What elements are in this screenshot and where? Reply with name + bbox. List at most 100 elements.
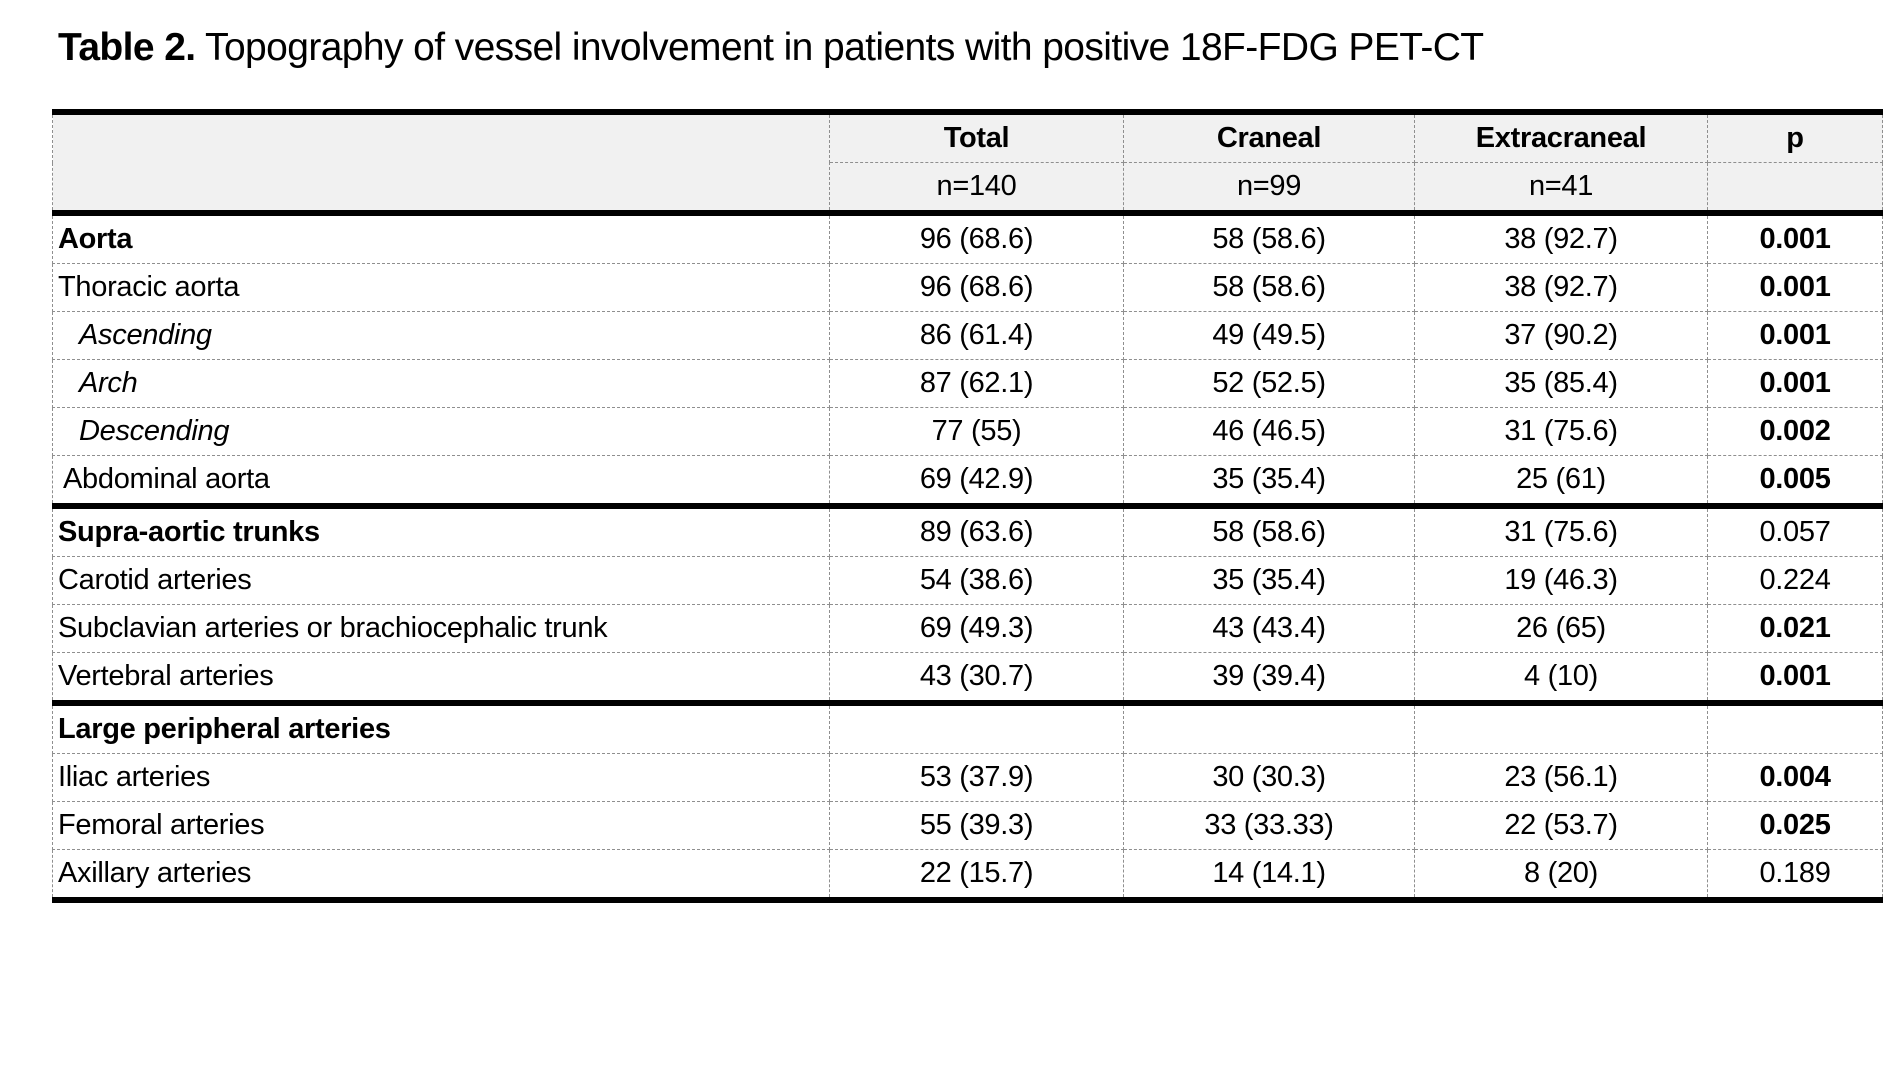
value-cell: 4 (10) [1414, 652, 1708, 704]
p-value-cell: 0.001 [1707, 652, 1883, 704]
column-header-total: Total [829, 109, 1124, 163]
value-cell: 38 (92.7) [1414, 263, 1708, 312]
table-title: Table 2. Topography of vessel involvemen… [58, 26, 1484, 70]
row-label-column-header [52, 109, 830, 216]
value-cell: 43 (43.4) [1123, 604, 1415, 653]
p-value-cell: 0.189 [1707, 849, 1883, 903]
table-row: Supra-aortic trunks 89 (63.6) 58 (58.6) 31 … [52, 503, 1883, 557]
value-cell: 46 (46.5) [1123, 407, 1415, 456]
value-cell: 35 (85.4) [1414, 359, 1708, 408]
row-label: Ascending [52, 311, 830, 360]
value-cell: 39 (39.4) [1123, 652, 1415, 704]
row-label: Axillary arteries [52, 849, 830, 903]
p-value-cell: 0.001 [1707, 359, 1883, 408]
column-subheader-extracraneal: n=41 [1414, 162, 1708, 216]
table-row: Arch 87 (62.1) 52 (52.5) 35 (85.4) 0.001 [52, 359, 1883, 408]
p-value-cell: 0.004 [1707, 753, 1883, 802]
table-title-label: Table 2. [58, 26, 196, 69]
p-value-cell: 0.224 [1707, 556, 1883, 605]
value-cell: 8 (20) [1414, 849, 1708, 903]
p-value-cell: 0.021 [1707, 604, 1883, 653]
p-value-cell: 0.001 [1707, 210, 1883, 264]
table-row: Large peripheral arteries [52, 700, 1883, 754]
value-cell: 54 (38.6) [829, 556, 1124, 605]
value-cell: 26 (65) [1414, 604, 1708, 653]
value-cell: 33 (33.33) [1123, 801, 1415, 850]
value-cell: 86 (61.4) [829, 311, 1124, 360]
value-cell: 22 (15.7) [829, 849, 1124, 903]
value-cell: 35 (35.4) [1123, 556, 1415, 605]
table-row: Subclavian arteries or brachiocephalic t… [52, 604, 1883, 653]
row-label: Vertebral arteries [52, 652, 830, 704]
table-row: Vertebral arteries 43 (30.7) 39 (39.4) 4 (1… [52, 652, 1883, 704]
value-cell: 37 (90.2) [1414, 311, 1708, 360]
value-cell: 69 (42.9) [829, 455, 1124, 507]
table-row: Femoral arteries 55 (39.3) 33 (33.33) 22 (5… [52, 801, 1883, 850]
column-header-craneal: Craneal [1123, 109, 1415, 163]
column-subheader-craneal: n=99 [1123, 162, 1415, 216]
row-label: Femoral arteries [52, 801, 830, 850]
value-cell [1123, 700, 1415, 754]
table-row: Thoracic aorta 96 (68.6) 58 (58.6) 38 (92.7… [52, 263, 1883, 312]
table-row: Aorta 96 (68.6) 58 (58.6) 38 (92.7) 0.001 [52, 210, 1883, 264]
value-cell: 96 (68.6) [829, 210, 1124, 264]
value-cell: 31 (75.6) [1414, 407, 1708, 456]
row-label: Large peripheral arteries [52, 700, 830, 754]
column-header-extracraneal: Extracraneal [1414, 109, 1708, 163]
value-cell: 77 (55) [829, 407, 1124, 456]
value-cell: 96 (68.6) [829, 263, 1124, 312]
header-row: Total Craneal Extracraneal p [52, 109, 1883, 216]
value-cell: 58 (58.6) [1123, 210, 1415, 264]
value-cell: 31 (75.6) [1414, 503, 1708, 557]
value-cell: 23 (56.1) [1414, 753, 1708, 802]
p-value-cell: 0.001 [1707, 263, 1883, 312]
row-label: Carotid arteries [52, 556, 830, 605]
table-row: Abdominal aorta 69 (42.9) 35 (35.4) 25 (61)… [52, 455, 1883, 507]
row-label: Abdominal aorta [52, 455, 830, 507]
table-row: Axillary arteries 22 (15.7) 14 (14.1) 8 (20… [52, 849, 1883, 903]
table-row: Ascending 86 (61.4) 49 (49.5) 37 (90.2) 0.00… [52, 311, 1883, 360]
row-label: Aorta [52, 210, 830, 264]
value-cell: 22 (53.7) [1414, 801, 1708, 850]
row-label: Iliac arteries [52, 753, 830, 802]
table-row: Iliac arteries 53 (37.9) 30 (30.3) 23 (56.1… [52, 753, 1883, 802]
row-label: Supra-aortic trunks [52, 503, 830, 557]
value-cell: 30 (30.3) [1123, 753, 1415, 802]
table-header: Total Craneal Extracraneal p n=140 n=99 … [52, 109, 1883, 216]
row-label: Subclavian arteries or brachiocephalic t… [52, 604, 830, 653]
p-value-cell: 0.001 [1707, 311, 1883, 360]
table-body: Aorta 96 (68.6) 58 (58.6) 38 (92.7) 0.001 Tho… [52, 210, 1883, 903]
column-subheader-total: n=140 [829, 162, 1124, 216]
table-row: Carotid arteries 54 (38.6) 35 (35.4) 19 (46… [52, 556, 1883, 605]
value-cell: 87 (62.1) [829, 359, 1124, 408]
value-cell: 14 (14.1) [1123, 849, 1415, 903]
value-cell: 43 (30.7) [829, 652, 1124, 704]
value-cell: 69 (49.3) [829, 604, 1124, 653]
value-cell: 19 (46.3) [1414, 556, 1708, 605]
column-subheader-p [1707, 162, 1883, 216]
row-label: Arch [52, 359, 830, 408]
table-row: Descending 77 (55) 46 (46.5) 31 (75.6) 0.002 [52, 407, 1883, 456]
row-label: Descending [52, 407, 830, 456]
p-value-cell: 0.005 [1707, 455, 1883, 507]
value-cell [1414, 700, 1708, 754]
p-value-cell: 0.025 [1707, 801, 1883, 850]
value-cell: 52 (52.5) [1123, 359, 1415, 408]
p-value-cell: 0.057 [1707, 503, 1883, 557]
value-cell: 25 (61) [1414, 455, 1708, 507]
value-cell: 53 (37.9) [829, 753, 1124, 802]
value-cell: 89 (63.6) [829, 503, 1124, 557]
table-title-text: Topography of vessel involvement in pati… [195, 26, 1484, 69]
value-cell: 35 (35.4) [1123, 455, 1415, 507]
value-cell: 55 (39.3) [829, 801, 1124, 850]
value-cell: 49 (49.5) [1123, 311, 1415, 360]
column-header-p: p [1707, 109, 1883, 163]
p-value-cell [1707, 700, 1883, 754]
vessel-involvement-table: Total Craneal Extracraneal p n=140 n=99 … [52, 109, 1883, 903]
value-cell [829, 700, 1124, 754]
row-label: Thoracic aorta [52, 263, 830, 312]
value-cell: 58 (58.6) [1123, 503, 1415, 557]
value-cell: 58 (58.6) [1123, 263, 1415, 312]
p-value-cell: 0.002 [1707, 407, 1883, 456]
